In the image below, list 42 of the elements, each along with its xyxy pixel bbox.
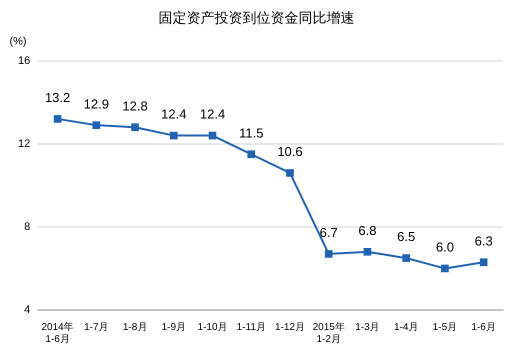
point bbox=[480, 258, 488, 266]
y-tick-label: 12 bbox=[18, 138, 30, 150]
point bbox=[402, 254, 410, 262]
x-tick-label: 1-3月 bbox=[355, 322, 380, 333]
data-label: 6.8 bbox=[358, 222, 376, 238]
point bbox=[324, 250, 333, 258]
data-label: 10.6 bbox=[277, 144, 303, 160]
y-tick-label: 8 bbox=[24, 220, 30, 233]
data-label: 12.8 bbox=[122, 98, 148, 114]
data-label: 6.0 bbox=[436, 240, 454, 255]
point bbox=[92, 121, 100, 130]
data-label: 12.9 bbox=[84, 96, 109, 112]
x-tick-label: 1-11月 bbox=[236, 322, 266, 333]
x-tick-label: 1-12月 bbox=[274, 322, 305, 333]
x-tick-label: 2014年 1-6月 bbox=[41, 320, 74, 345]
y-axis-title: (%) bbox=[9, 35, 27, 48]
data-label: 12.4 bbox=[200, 106, 226, 122]
point bbox=[170, 132, 178, 140]
data-label: 6.5 bbox=[397, 229, 416, 244]
x-tick-label: 1-8月 bbox=[122, 322, 148, 333]
point bbox=[54, 115, 62, 123]
data-label: 11.5 bbox=[239, 125, 264, 140]
x-tick-label: 1-10月 bbox=[198, 322, 228, 333]
x-tick-label: 1-7月 bbox=[84, 322, 109, 333]
point bbox=[364, 248, 372, 256]
data-label: 13.2 bbox=[44, 90, 70, 106]
y-tick-label: 16 bbox=[18, 54, 30, 67]
point bbox=[131, 123, 139, 132]
chart-title: 固定资产投资到位资金同比增速 bbox=[158, 9, 354, 26]
y-tick-label: 4 bbox=[24, 304, 30, 316]
data-label: 12.4 bbox=[161, 106, 186, 122]
data-label: 6.3 bbox=[474, 233, 493, 248]
x-tick-label: 1-4月 bbox=[394, 322, 418, 333]
x-tick-label: 1-9月 bbox=[162, 322, 186, 333]
x-tick-label: 1-5月 bbox=[432, 322, 458, 333]
point bbox=[441, 264, 449, 272]
x-tick-label: 2015年 1-2月 bbox=[312, 320, 345, 345]
point bbox=[208, 132, 216, 140]
x-tick-label: 1-6月 bbox=[471, 322, 496, 333]
point bbox=[247, 150, 256, 158]
data-label: 6.7 bbox=[320, 225, 338, 240]
point bbox=[286, 169, 294, 177]
